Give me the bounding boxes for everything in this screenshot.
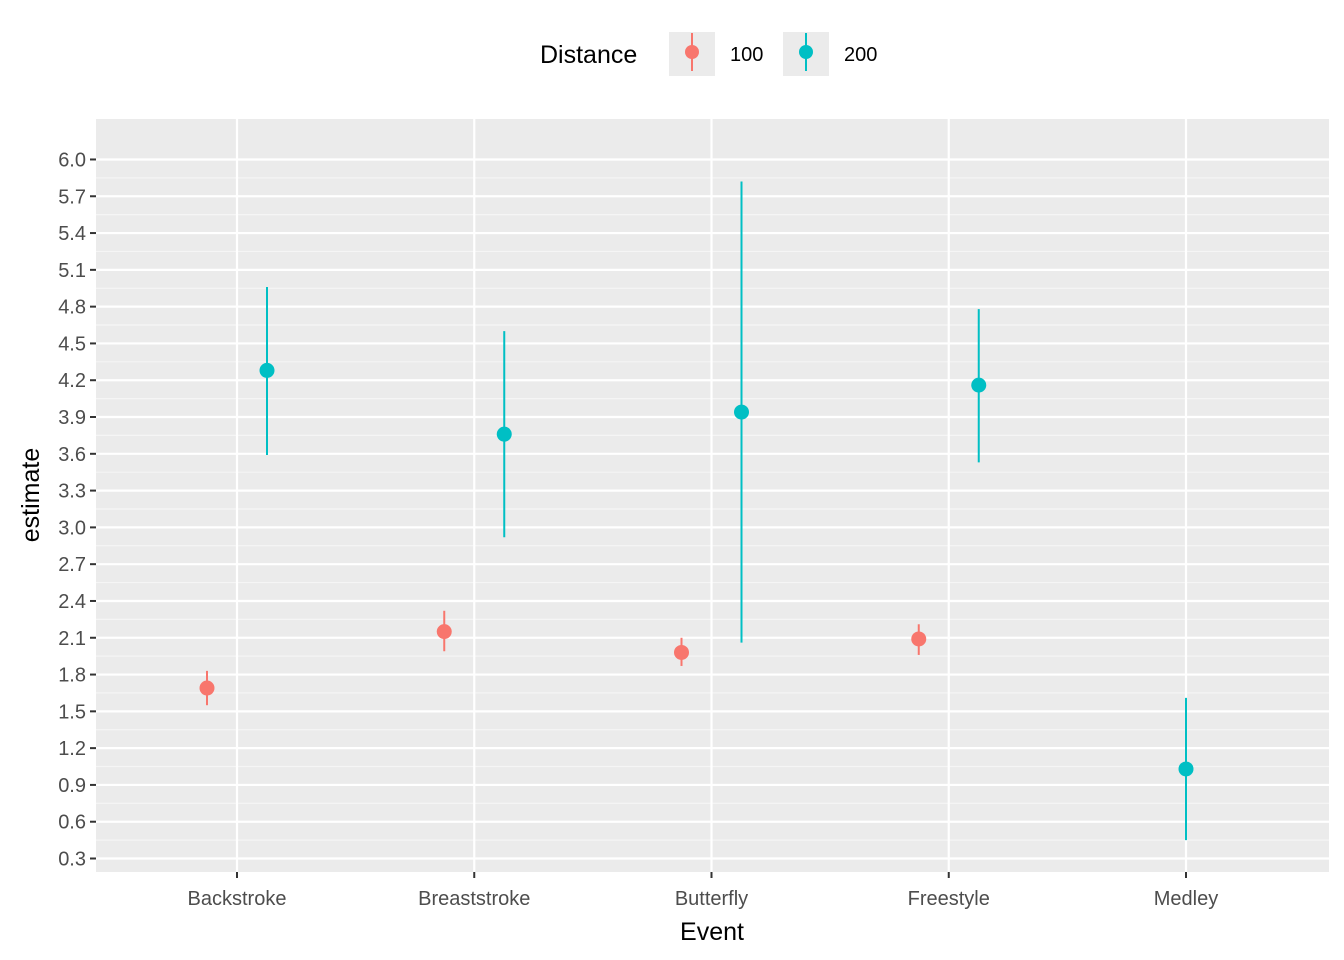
y-axis-title: estimate [17,448,45,542]
legend-key-200-point [799,45,813,59]
legend-key-100-point [685,45,699,59]
point-100-backstroke [199,680,215,696]
point-200-breaststroke [496,426,512,442]
y-tick-label: 0.3 [58,849,86,871]
x-tick-label: Butterfly [675,888,748,910]
point-100-breaststroke [436,624,452,640]
y-axis: 0.3 0.6 0.9 1.2 1.5 1.8 2.1 2.4 2.7 3.0 3.3 3.6 3.9 4… [58,149,96,871]
x-axis: Backstroke Breaststroke Butterfly Freestyle… [188,872,1218,910]
y-tick-label: 4.2 [58,370,86,392]
y-tick-label: 3.9 [58,407,86,429]
y-tick-label: 3.6 [58,444,86,466]
y-tick-label: 3.3 [58,481,86,503]
y-tick-label: 0.9 [58,775,86,797]
y-tick-label: 2.7 [58,554,86,576]
x-tick-label: Backstroke [188,888,287,910]
y-tick-label: 1.2 [58,738,86,760]
legend-label-200: 200 [844,44,877,66]
x-tick-label: Breaststroke [418,888,530,910]
point-200-butterfly [734,404,749,420]
y-tick-label: 4.8 [58,297,86,319]
legend-title: Distance [540,41,637,69]
legend: Distance 100 200 [540,32,877,76]
y-tick-label: 5.4 [58,223,86,245]
x-tick-label: Medley [1154,888,1218,910]
y-tick-label: 1.8 [58,665,86,687]
y-tick-label: 4.5 [58,333,86,355]
point-200-medley [1178,761,1194,777]
x-axis-title: Event [680,918,744,946]
point-100-butterfly [674,644,689,660]
point-200-freestyle [971,377,987,393]
x-tick-label: Freestyle [908,888,990,910]
legend-label-100: 100 [730,44,763,66]
legend-item-100: 100 [669,32,763,76]
y-tick-label: 2.4 [58,591,86,613]
y-tick-label: 3.0 [58,517,86,539]
point-100-freestyle [911,631,927,647]
data-marks [199,181,1194,841]
major-gridlines [96,119,1329,872]
y-tick-label: 2.1 [58,628,86,650]
y-tick-label: 5.7 [58,186,86,208]
y-tick-label: 6.0 [58,149,86,171]
point-200-backstroke [259,362,275,378]
y-tick-label: 0.6 [58,812,86,834]
y-tick-label: 5.1 [58,260,86,282]
legend-item-200: 200 [783,32,877,76]
y-tick-label: 1.5 [58,701,86,723]
